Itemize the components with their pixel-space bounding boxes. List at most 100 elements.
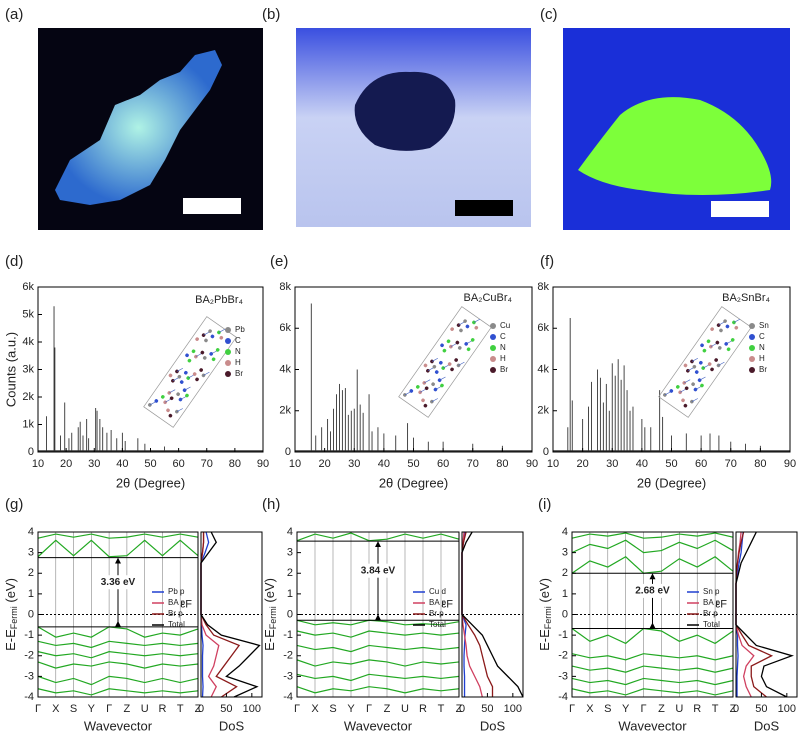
x-tick-label: 0 [733, 703, 739, 715]
atom [186, 376, 190, 380]
atom [200, 350, 205, 355]
legend-swatch [225, 360, 231, 366]
bond [172, 377, 179, 382]
band-line [571, 556, 734, 574]
bond [176, 408, 183, 412]
x-tick-label: 30 [88, 458, 100, 470]
legend-swatch [490, 334, 496, 340]
legend-label: Total [703, 620, 720, 629]
bond [218, 328, 225, 333]
y-axis-label-part: E-E [262, 629, 277, 651]
atom [201, 373, 206, 378]
fermi-label: εF [180, 598, 192, 610]
legend-label: C [235, 336, 241, 345]
x-tick-label: Z [730, 703, 737, 715]
atom [185, 393, 189, 398]
legend-label: Pb p [168, 587, 185, 596]
atom [446, 339, 451, 344]
bond [188, 374, 195, 379]
bond [439, 376, 446, 381]
band-line [37, 675, 199, 686]
atom [449, 344, 453, 349]
band-line [296, 644, 460, 653]
y-tick-label: 0 [28, 446, 34, 458]
bond [699, 376, 706, 381]
y-tick-label: 0 [543, 446, 549, 458]
x-tick-label: 80 [754, 458, 766, 470]
atom [465, 324, 470, 329]
atom [706, 339, 711, 344]
legend-swatch [490, 367, 496, 373]
atom [724, 342, 729, 346]
atom [455, 340, 460, 345]
bond [726, 340, 733, 345]
y-tick-label: -2 [558, 650, 568, 662]
band-line [571, 539, 734, 554]
atom [719, 328, 723, 333]
atom [187, 358, 192, 363]
dos-frame [461, 531, 524, 698]
chart-title: BA₂SnBr₄ [722, 292, 770, 304]
atom [693, 387, 698, 392]
atom [734, 325, 739, 330]
x-tick-label: R [419, 703, 427, 715]
x-tick-label: S [329, 703, 336, 715]
bond [431, 398, 438, 402]
atom [697, 378, 702, 382]
band-line [37, 640, 199, 649]
x-axis-label: DoS [480, 718, 506, 731]
legend-label: Total [168, 620, 185, 629]
photo [563, 28, 790, 230]
bond [443, 364, 450, 369]
band-line [296, 686, 460, 694]
y-tick-label: 1 [287, 588, 293, 600]
band-line [37, 688, 199, 696]
atom [184, 370, 188, 375]
x-tick-label: Z [195, 703, 202, 715]
y-tick-label: -1 [24, 629, 34, 641]
legend-swatch [749, 356, 755, 362]
y-tick-label: 4 [287, 526, 293, 538]
atom [418, 390, 422, 395]
y-tick-label: -3 [283, 670, 293, 682]
atom [441, 366, 445, 370]
x-tick-label: 20 [60, 458, 72, 470]
bond [466, 340, 473, 345]
x-tick-label: 70 [201, 458, 213, 470]
x-tick-label: 0 [198, 703, 204, 715]
legend-label: C [500, 332, 506, 341]
x-tick-label: Z [658, 703, 665, 715]
y-tick-label: 4k [537, 363, 549, 375]
panel-label: (a) [5, 6, 23, 23]
atom [694, 370, 699, 374]
x-tick-label: 80 [229, 458, 241, 470]
legend-swatch [225, 371, 231, 377]
x-axis-label: 2θ (Degree) [116, 475, 185, 490]
atom [700, 343, 704, 348]
atom [431, 382, 435, 386]
atom [208, 329, 212, 333]
atom [474, 325, 479, 330]
bond [450, 343, 457, 347]
x-tick-label: 100 [778, 703, 796, 715]
gap-label-bg [358, 563, 398, 578]
x-tick-label: 50 [220, 703, 232, 715]
atom [463, 319, 467, 323]
bond [184, 386, 191, 391]
plot-frame [294, 286, 533, 453]
x-tick-label: 0 [459, 703, 465, 715]
atom [201, 333, 206, 337]
y-tick-label: 0 [28, 608, 34, 620]
legend-label: H [759, 354, 765, 363]
legend-label: Br p [703, 609, 718, 618]
atom [179, 380, 184, 384]
band-line [571, 665, 734, 673]
x-tick-label: 70 [725, 458, 737, 470]
y-tick-label: 2k [537, 405, 549, 417]
atom [192, 372, 197, 376]
legend-label: Pb [235, 325, 245, 334]
y-tick-label: 8k [279, 281, 291, 293]
atom [175, 369, 179, 374]
atom [726, 347, 731, 352]
y-tick-label: 0 [562, 608, 568, 620]
